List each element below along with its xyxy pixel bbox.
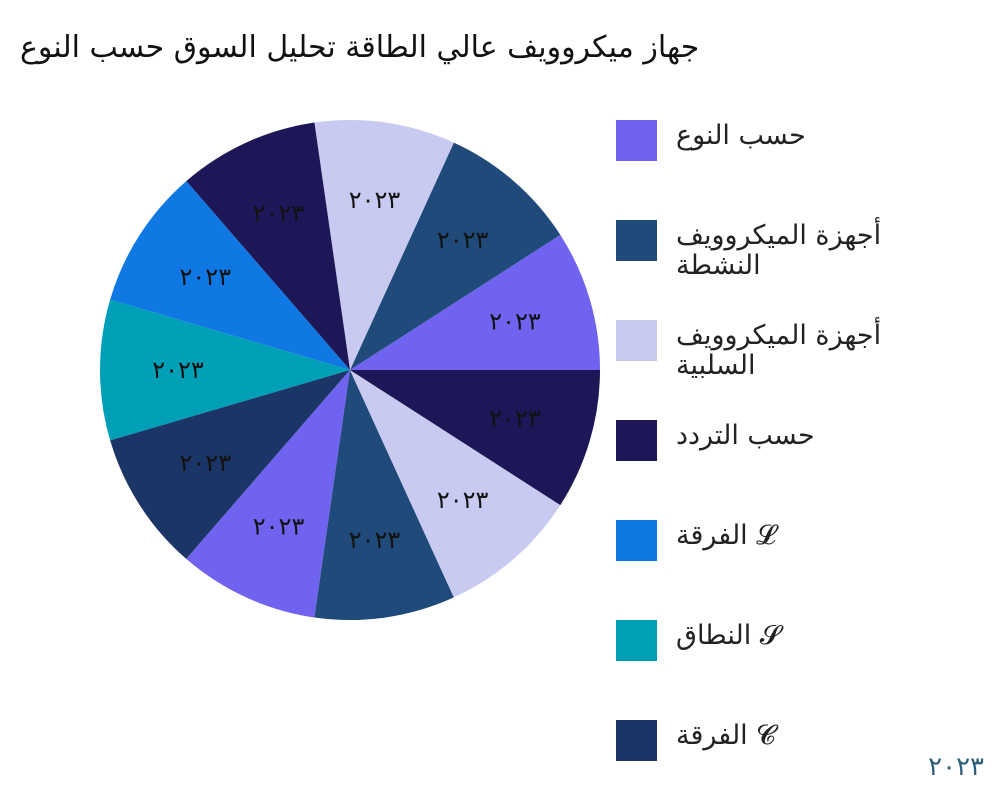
legend-swatch	[616, 220, 657, 261]
pie-slice[interactable]	[350, 370, 600, 506]
legend-label: أجهزة الميكروويف النشطة	[676, 220, 882, 281]
pie-slice[interactable]	[110, 181, 350, 370]
slice-label: ٢٠٢٣	[437, 486, 489, 514]
legend-item[interactable]: أجهزة الميكروويف النشطة	[616, 220, 1000, 281]
legend-swatch	[616, 520, 657, 561]
slice-label: ٢٠٢٣	[437, 226, 489, 254]
slice-label: ٢٠٢٣	[253, 512, 305, 540]
pie-slice[interactable]	[110, 370, 350, 559]
slice-label: ٢٠٢٣	[349, 186, 401, 214]
slice-label: ٢٠٢٣	[489, 308, 541, 336]
slice-label: ٢٠٢٣	[180, 449, 232, 477]
legend-label: الفرقة 𝓛	[676, 520, 776, 551]
legend-swatch	[616, 320, 657, 361]
pie-slice[interactable]	[186, 122, 350, 370]
slice-label: ٢٠٢٣	[349, 526, 401, 554]
pie-slices	[99, 120, 600, 620]
pie-slice[interactable]	[350, 370, 561, 598]
legend-swatch	[616, 620, 657, 661]
watermark-text: ٢٠٢٣	[928, 752, 984, 782]
legend-label: النطاق 𝓢	[676, 620, 781, 651]
legend-swatch	[616, 420, 657, 461]
pie-slice[interactable]	[186, 370, 350, 618]
pie-slice[interactable]	[99, 299, 350, 441]
legend-item[interactable]: الفرقة 𝓒	[616, 720, 1000, 780]
legend-label: حسب النوع	[676, 120, 806, 151]
slice-label: ٢٠٢٣	[253, 200, 305, 228]
slice-label: ٢٠٢٣	[180, 263, 232, 291]
legend-item[interactable]: النطاق 𝓢	[616, 620, 1000, 680]
legend-swatch	[616, 120, 657, 161]
slice-label: ٢٠٢٣	[489, 404, 541, 432]
pie-slice[interactable]	[314, 370, 454, 620]
pie-slice[interactable]	[350, 142, 561, 370]
pie-slice[interactable]	[314, 120, 454, 370]
pie-slice[interactable]	[350, 234, 600, 370]
legend-item[interactable]: حسب التردد	[616, 420, 1000, 480]
chart-title: جهاز ميكروويف عالي الطاقة تحليل السوق حس…	[20, 30, 700, 65]
pie-slice-labels: ٢٠٢٣ ٢٠٢٣ ٢٠٢٣ ٢٠٢٣ ٢٠٢٣ ٢٠٢٣ ٢٠٢٣ ٢٠٢٣ ٢٠٢٣ ٢٠٢٣…	[152, 186, 541, 554]
legend-item[interactable]: أجهزة الميكروويف السلبية	[616, 320, 1000, 381]
legend-item[interactable]: حسب النوع	[616, 120, 1000, 180]
legend-item[interactable]: الفرقة 𝓛	[616, 520, 1000, 580]
legend-label: الفرقة 𝓒	[676, 720, 776, 751]
legend-label: أجهزة الميكروويف السلبية	[676, 320, 882, 381]
legend-swatch	[616, 720, 657, 761]
legend-label: حسب التردد	[676, 420, 815, 451]
slice-label: ٢٠٢٣	[152, 356, 204, 384]
